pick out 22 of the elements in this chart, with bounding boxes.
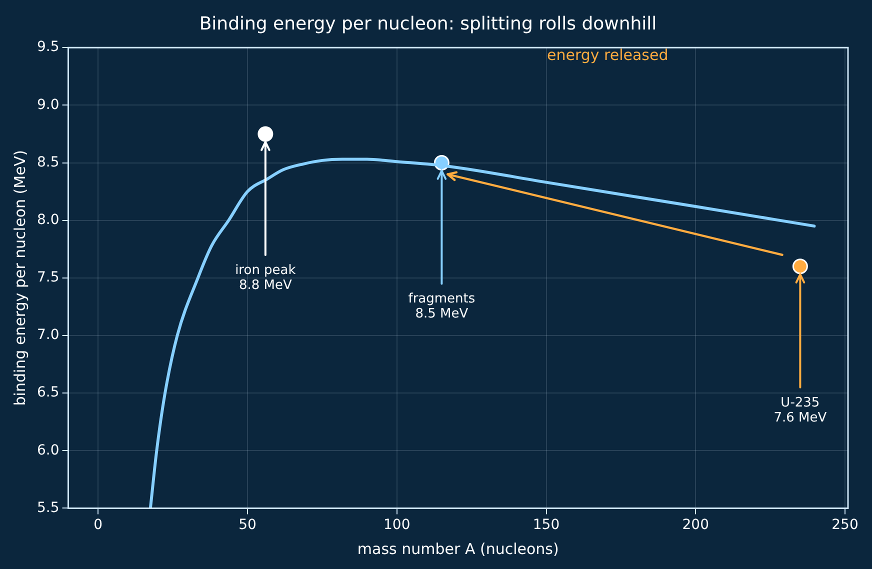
- x-tick-label: 50: [238, 517, 256, 534]
- x-tick-label: 0: [94, 517, 103, 534]
- chart-title: Binding energy per nucleon: splitting rolls downhill: [199, 13, 657, 34]
- y-tick-label: 9.0: [37, 96, 60, 113]
- annotation: iron peak 8.8 MeV: [235, 262, 296, 293]
- annotation: U-235 7.6 MeV: [774, 395, 827, 426]
- y-axis-title: binding energy per nucleon (MeV): [10, 150, 29, 406]
- x-tick-label: 250: [832, 517, 858, 534]
- y-tick-label: 8.5: [37, 154, 60, 170]
- y-tick-label: 7.5: [37, 270, 60, 286]
- y-tick-label: 6.5: [37, 384, 60, 401]
- y-tick-label: 7.0: [37, 327, 60, 344]
- x-axis-title: mass number A (nucleons): [357, 540, 559, 558]
- annotation: fragments 8.5 MeV: [408, 292, 476, 322]
- x-tick-label: 200: [682, 517, 710, 534]
- y-tick-label: 9.5: [37, 39, 60, 56]
- y-tick-label: 6.0: [37, 442, 60, 458]
- x-tick-label: 150: [532, 517, 560, 534]
- y-tick-label: 5.5: [37, 500, 60, 516]
- annotation: energy released: [546, 46, 668, 64]
- x-tick-label: 100: [384, 517, 410, 534]
- y-tick-label: 8.0: [37, 212, 60, 228]
